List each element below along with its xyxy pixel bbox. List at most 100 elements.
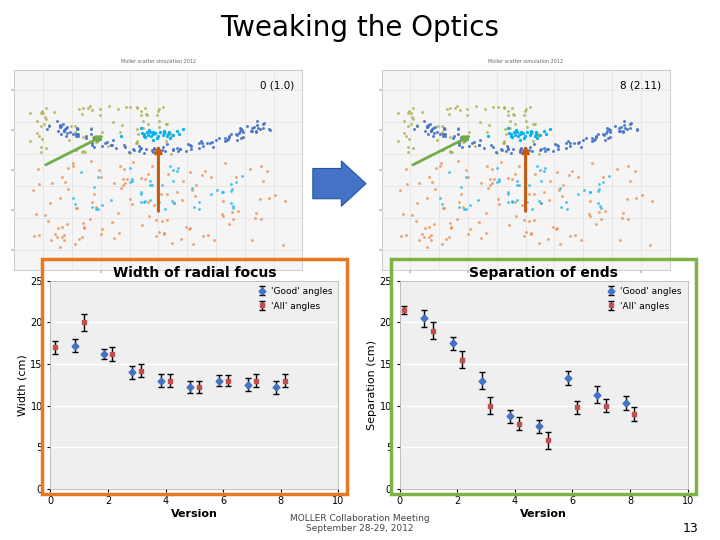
Point	[167, 130, 179, 139]
Point	[135, 174, 146, 183]
Point	[478, 144, 490, 152]
Point	[24, 109, 36, 118]
Point	[70, 132, 81, 140]
Point	[94, 105, 106, 113]
Point	[578, 186, 590, 194]
Point	[486, 179, 498, 187]
Point	[502, 111, 513, 119]
Point	[508, 127, 520, 136]
Point	[77, 133, 89, 141]
Point	[134, 141, 145, 150]
Point	[505, 132, 517, 140]
Point	[490, 148, 502, 157]
Point	[106, 140, 117, 149]
Point	[264, 125, 276, 134]
Point	[136, 220, 148, 229]
Point	[405, 108, 416, 117]
Point	[527, 120, 539, 129]
Point	[508, 110, 519, 118]
Point	[570, 231, 581, 240]
Point	[32, 117, 43, 126]
Point	[158, 230, 169, 239]
Point	[540, 130, 552, 138]
Point	[464, 225, 475, 234]
Point	[153, 227, 165, 236]
Point	[460, 205, 472, 214]
Point	[438, 130, 449, 138]
Point	[226, 185, 238, 194]
Point	[484, 121, 495, 130]
Point	[91, 138, 102, 146]
Point	[168, 146, 179, 154]
Point	[77, 103, 89, 112]
Point	[518, 215, 529, 224]
Point	[237, 125, 248, 134]
Point	[66, 122, 77, 131]
Point	[264, 125, 275, 133]
Point	[573, 138, 585, 146]
Point	[455, 133, 467, 141]
Point	[147, 129, 158, 138]
Point	[614, 127, 626, 136]
Point	[163, 130, 174, 138]
Point	[595, 204, 606, 213]
Point	[206, 138, 217, 146]
Point	[251, 117, 262, 126]
Y-axis label: Width (cm): Width (cm)	[17, 354, 27, 416]
Point	[146, 180, 158, 189]
Point	[521, 104, 532, 113]
Point	[526, 127, 538, 136]
Point	[168, 199, 180, 207]
Point	[498, 103, 510, 111]
Point	[72, 130, 84, 139]
Point	[93, 165, 104, 174]
Point	[513, 132, 524, 140]
Legend: 'Good' angles, 'All' angles: 'Good' angles, 'All' angles	[254, 285, 334, 312]
Point	[86, 198, 97, 206]
Point	[553, 186, 564, 194]
Point	[137, 116, 148, 125]
Point	[142, 120, 153, 129]
Point	[392, 136, 403, 145]
Point	[247, 127, 258, 136]
Point	[508, 111, 520, 119]
Point	[197, 231, 209, 240]
Point	[119, 165, 130, 173]
Point	[446, 222, 457, 231]
Point	[598, 172, 609, 181]
Point	[593, 186, 604, 195]
Point	[153, 117, 165, 125]
Point	[528, 120, 540, 129]
Point	[586, 159, 598, 167]
Point	[106, 141, 117, 150]
Point	[536, 199, 547, 207]
Point	[257, 177, 269, 185]
Point	[177, 177, 189, 186]
Point	[532, 130, 544, 139]
Point	[421, 242, 433, 251]
Point	[59, 125, 71, 133]
Point	[593, 129, 604, 138]
Point	[521, 128, 533, 137]
Point	[34, 180, 45, 188]
Point	[96, 128, 107, 137]
Point	[509, 120, 521, 129]
Point	[71, 124, 83, 133]
Point	[514, 146, 526, 155]
Point	[584, 212, 595, 220]
Point	[127, 145, 139, 154]
Point	[547, 223, 559, 232]
Point	[113, 229, 125, 238]
Point	[430, 164, 441, 173]
Point	[205, 190, 217, 198]
Point	[523, 181, 535, 190]
Point	[35, 109, 47, 117]
Point	[234, 127, 246, 136]
Point	[400, 231, 412, 240]
Point	[131, 139, 143, 148]
Point	[123, 148, 135, 157]
Point	[232, 135, 243, 144]
Point	[140, 145, 151, 154]
Point	[44, 199, 55, 207]
Point	[262, 167, 274, 176]
